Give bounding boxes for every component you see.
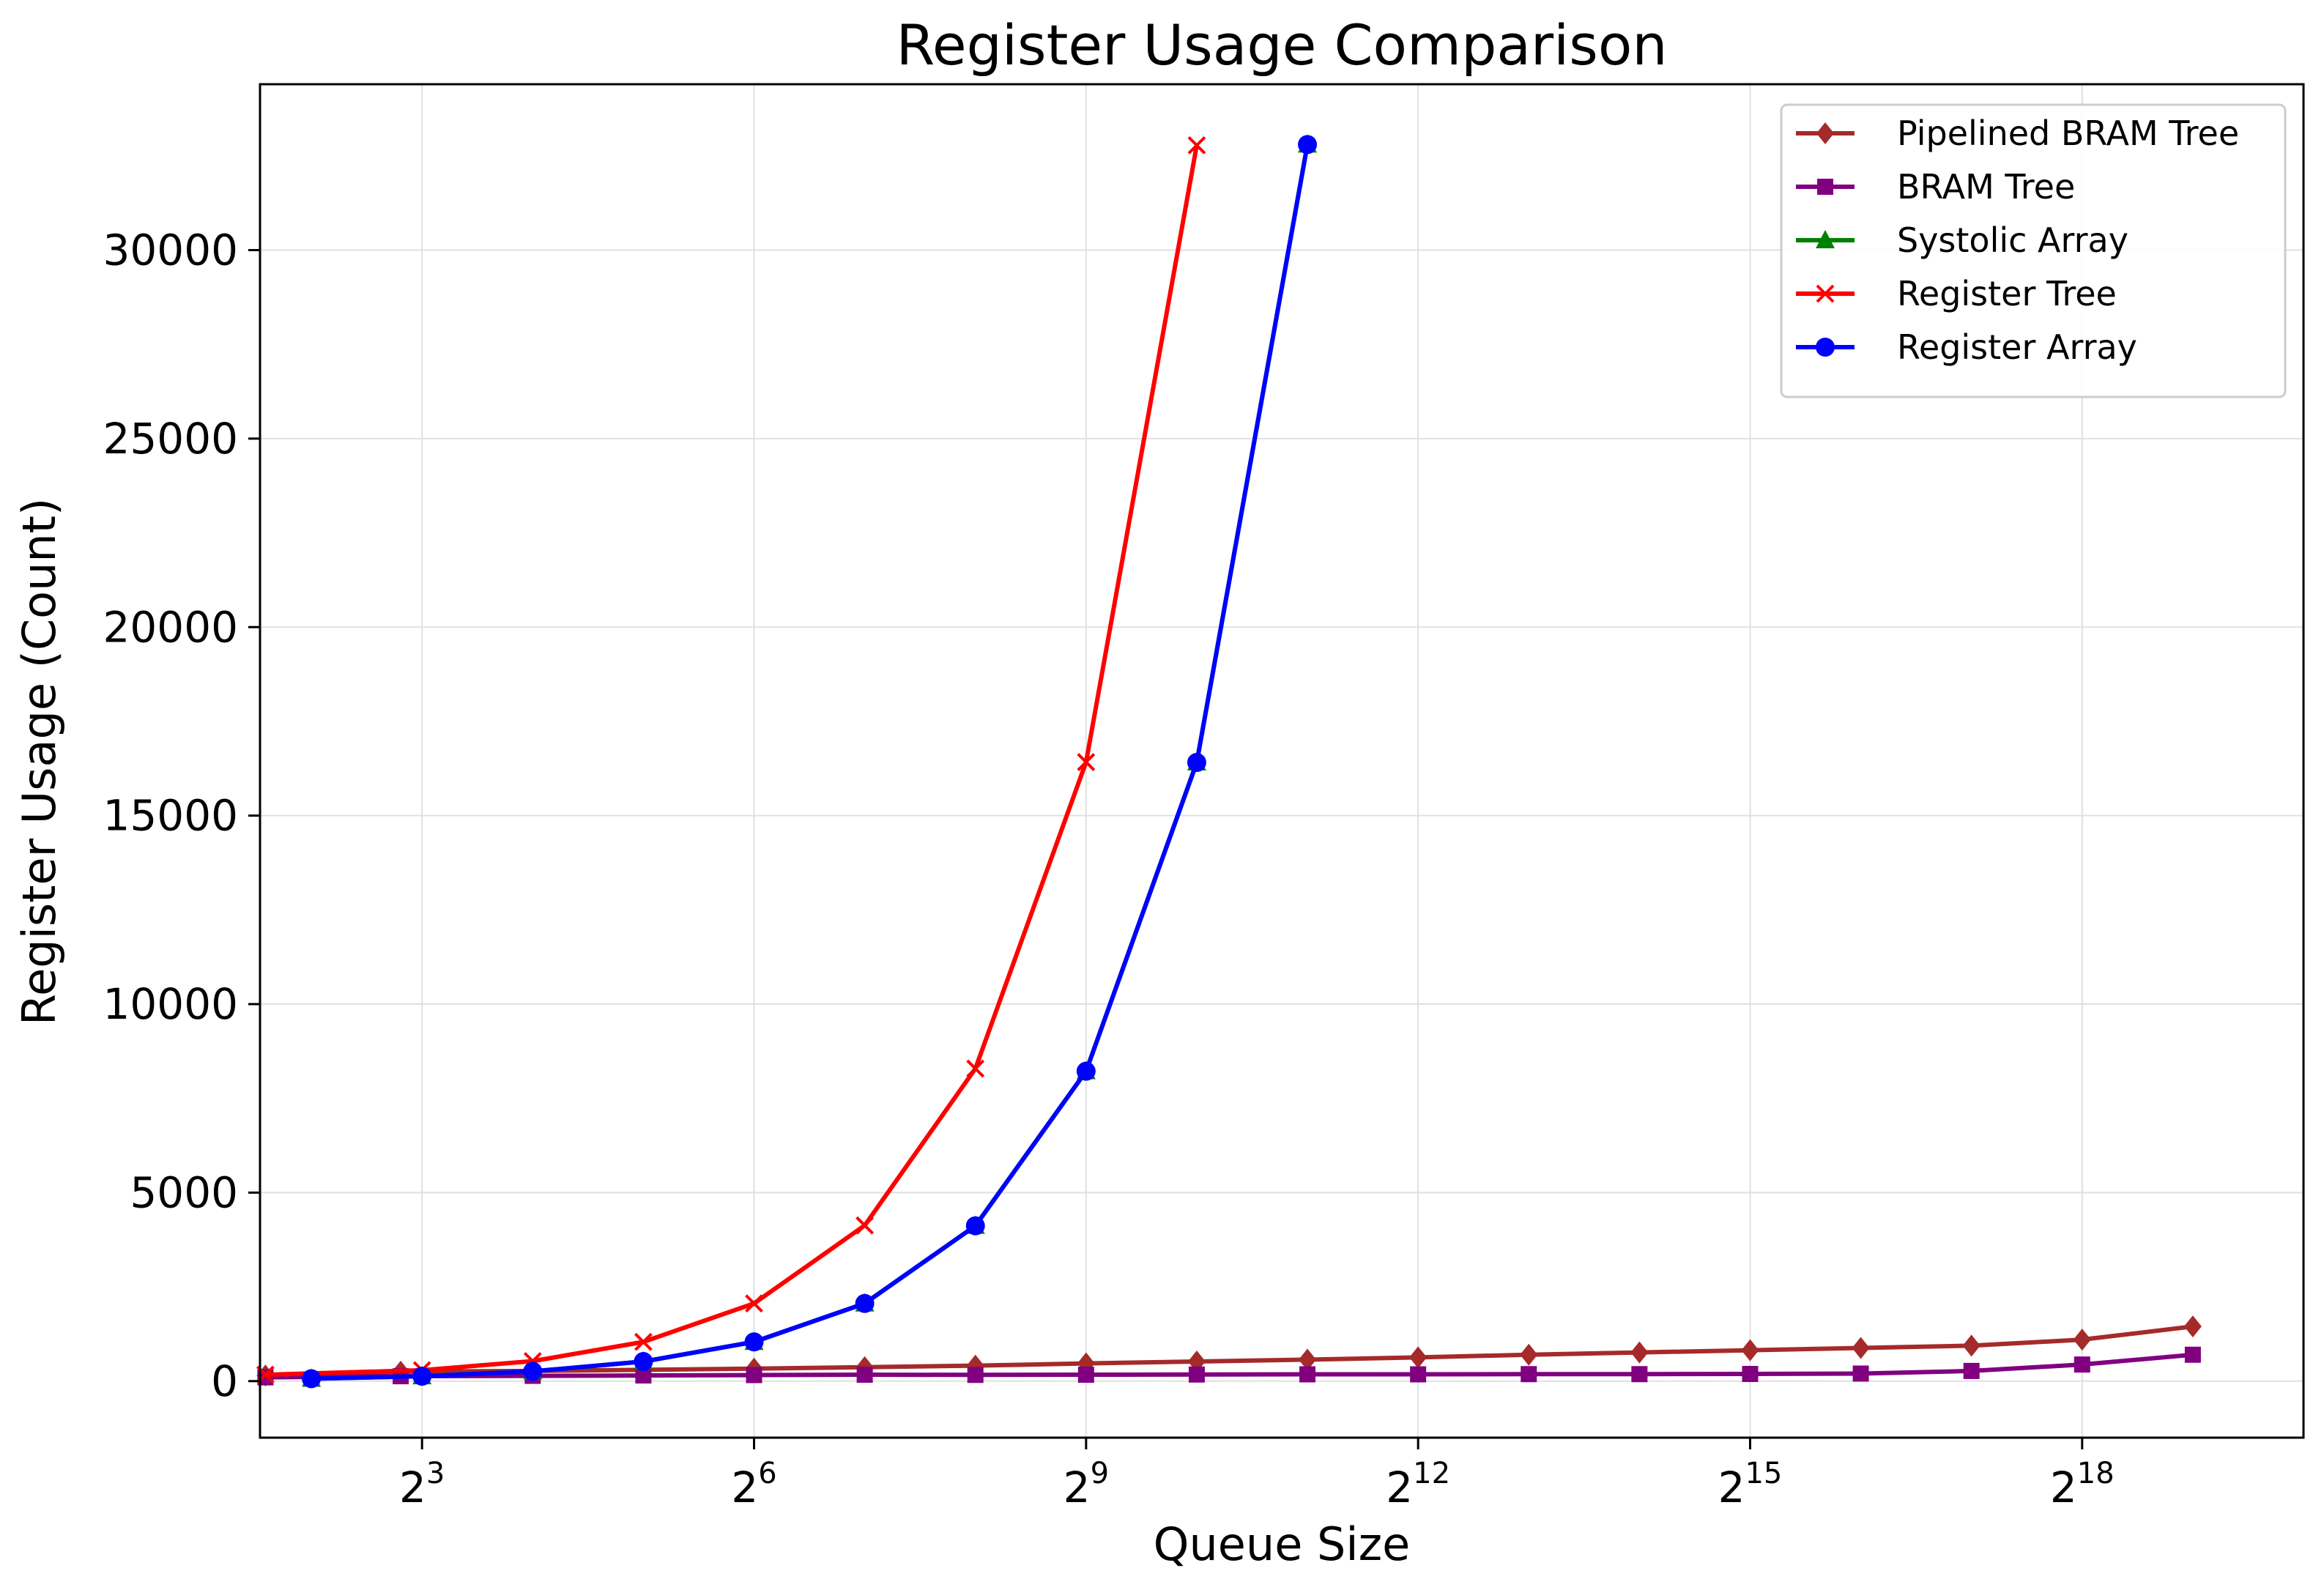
x-tick-label: 23	[399, 1457, 445, 1512]
series-line-bram-tree	[265, 1352, 2194, 1380]
data-point-pipelined-bram-tree	[1852, 1337, 1870, 1359]
data-point-pipelined-bram-tree	[2073, 1329, 2091, 1351]
data-point-bram-tree	[967, 1367, 984, 1383]
data-point-register-tree	[855, 1216, 875, 1235]
data-point-register-array	[302, 1369, 322, 1389]
data-point-register-array	[634, 1352, 653, 1372]
chart-title: Register Usage Comparison	[896, 12, 1667, 78]
y-tick-label: 0	[211, 1356, 238, 1406]
y-axis-label: Register Usage (Count)	[12, 498, 66, 1025]
data-point-bram-tree	[1410, 1366, 1427, 1383]
data-point-register-array	[1076, 1061, 1096, 1081]
legend-label: Register Tree	[1897, 274, 2117, 313]
data-point-pipelined-bram-tree	[2183, 1315, 2202, 1338]
x-tick-label: 215	[1718, 1457, 1783, 1512]
data-point-bram-tree	[1742, 1366, 1759, 1383]
data-point-pipelined-bram-tree	[1741, 1339, 1759, 1361]
data-point-register-array	[855, 1293, 875, 1313]
x-tick-label: 26	[731, 1457, 776, 1512]
data-point-bram-tree	[1299, 1366, 1316, 1383]
series-layer	[256, 134, 2202, 1389]
y-tick-label: 10000	[103, 979, 238, 1029]
data-point-register-array	[744, 1332, 764, 1352]
legend-marker	[1816, 230, 1835, 248]
legend-item-register-array: Register Array	[1796, 327, 2137, 367]
data-point-pipelined-bram-tree	[1962, 1334, 1980, 1357]
y-tick-label: 25000	[103, 414, 238, 464]
data-point-register-tree	[745, 1294, 763, 1313]
legend-label: Systolic Array	[1897, 220, 2128, 260]
data-point-pipelined-bram-tree	[1630, 1341, 1649, 1364]
data-point-bram-tree	[856, 1367, 873, 1383]
legend-label: BRAM Tree	[1897, 167, 2075, 207]
legend-frame	[1780, 103, 2287, 398]
data-point-pipelined-bram-tree	[1299, 1348, 1317, 1371]
data-point-pipelined-bram-tree	[1520, 1343, 1538, 1366]
data-point-bram-tree	[746, 1367, 762, 1383]
data-point-register-tree	[966, 1059, 985, 1078]
legend-item-bram-tree: BRAM Tree	[1796, 167, 2075, 207]
legend-marker	[1817, 179, 1833, 195]
x-tick-label: 212	[1386, 1457, 1450, 1512]
legend-label: Register Array	[1897, 327, 2137, 367]
data-point-bram-tree	[2074, 1356, 2090, 1373]
data-point-register-array	[523, 1361, 543, 1381]
y-tick-label: 30000	[103, 225, 238, 275]
y-tick-label: 15000	[103, 791, 238, 841]
data-point-bram-tree	[1631, 1366, 1648, 1383]
y-tick-label: 20000	[103, 602, 238, 652]
series-line-pipelined-bram-tree	[265, 1324, 2194, 1378]
legend-marker	[1816, 338, 1835, 357]
data-point-bram-tree	[1963, 1362, 1980, 1379]
data-point-register-tree	[634, 1332, 653, 1351]
data-point-register-tree	[1077, 753, 1096, 771]
legend-item-systolic-array: Systolic Array	[1796, 220, 2128, 260]
y-tick-label: 5000	[130, 1167, 238, 1217]
axis-ticks: 0 5000 10000 15000 20000 25000 30000 23 26 29 212 2…	[103, 225, 2114, 1512]
legend-item-pipelined-bram-tree: Pipelined BRAM Tree	[1796, 114, 2239, 153]
data-point-register-array	[965, 1216, 985, 1236]
data-point-bram-tree	[1521, 1366, 1537, 1383]
data-point-bram-tree	[2184, 1346, 2201, 1363]
series-register-array	[302, 135, 1318, 1389]
x-tick-label: 29	[1063, 1457, 1109, 1512]
data-point-pipelined-bram-tree	[1409, 1346, 1428, 1369]
legend-label: Pipelined BRAM Tree	[1897, 114, 2239, 153]
data-point-bram-tree	[1188, 1366, 1205, 1383]
data-point-bram-tree	[635, 1367, 652, 1384]
x-tick-label: 218	[2050, 1457, 2115, 1512]
legend-marker	[1816, 284, 1835, 303]
legend-marker	[1816, 122, 1834, 144]
data-point-register-array	[1298, 135, 1318, 155]
plot-frame	[259, 83, 2305, 1439]
legend: Pipelined BRAM Tree BRAM Tree Systolic Arr…	[1780, 103, 2287, 398]
data-point-register-tree	[1187, 135, 1206, 155]
data-point-bram-tree	[1852, 1365, 1869, 1382]
data-point-register-array	[1187, 753, 1206, 773]
series-line-register-array	[311, 144, 1310, 1381]
legend-item-register-tree: Register Tree	[1796, 274, 2117, 313]
data-point-bram-tree	[1077, 1367, 1094, 1383]
x-axis-label: Queue Size	[1154, 1517, 1411, 1571]
data-point-register-array	[412, 1367, 432, 1386]
